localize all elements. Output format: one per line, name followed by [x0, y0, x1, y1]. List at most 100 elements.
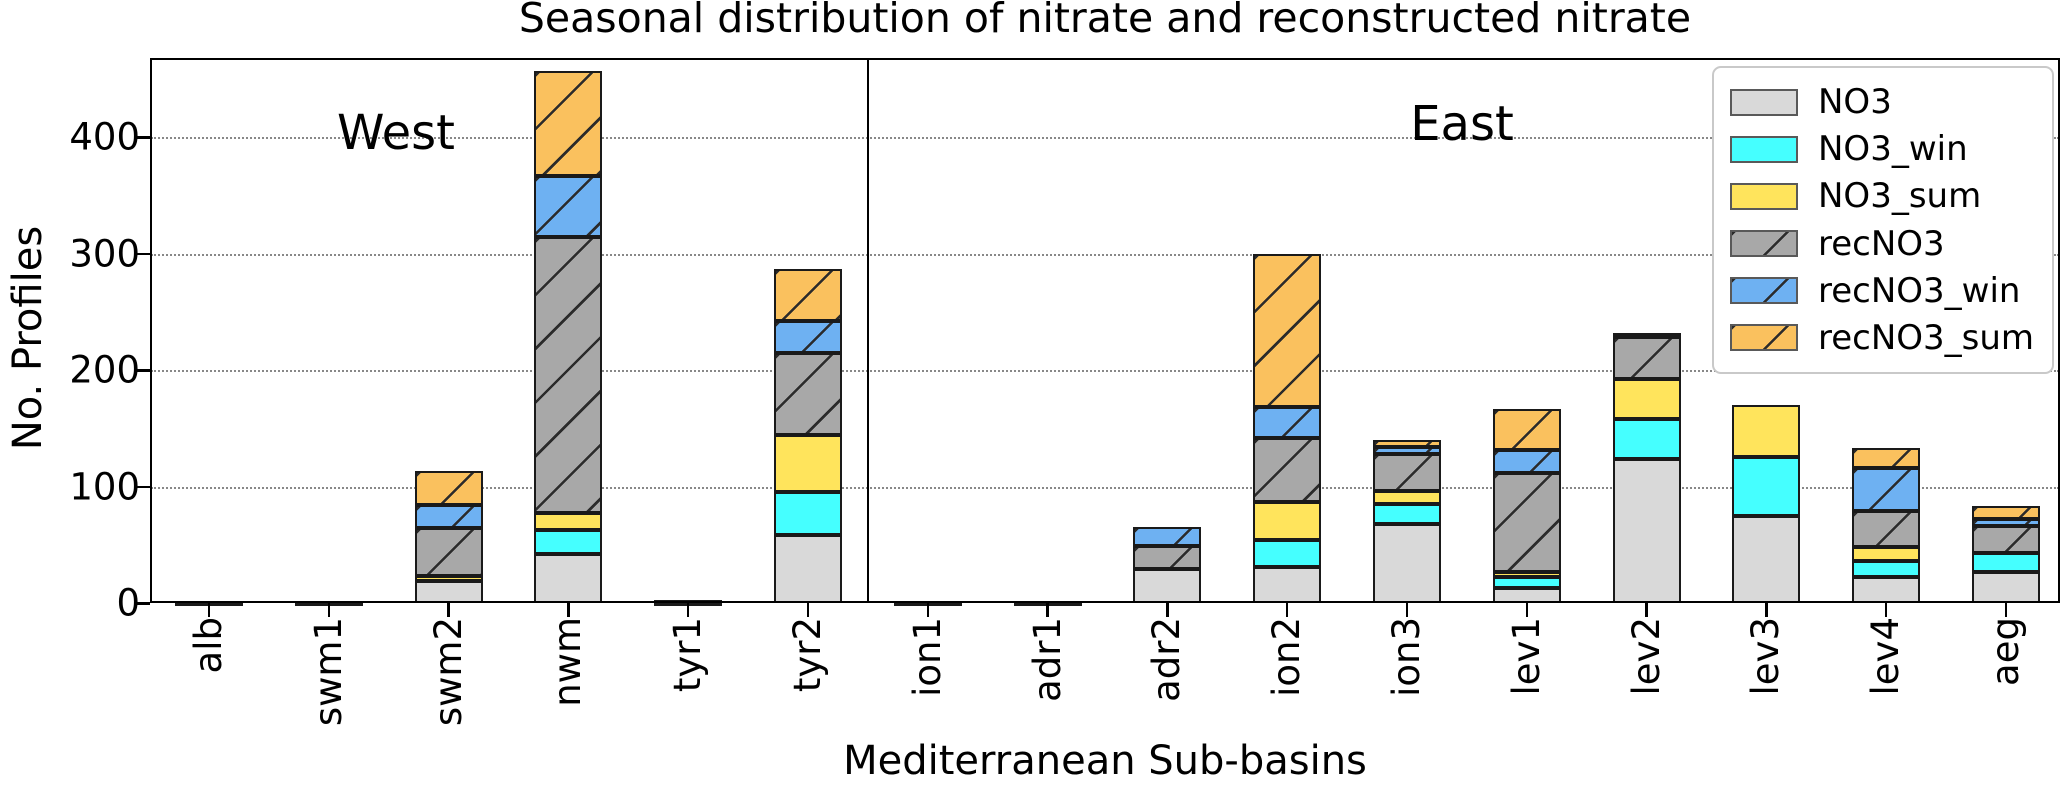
bar-segment-lev1-NO3_sum	[1492, 571, 1561, 578]
y-axis-label: No. Profiles	[5, 225, 51, 451]
x-tick-label-lev4: lev4	[1864, 617, 1908, 696]
bar-segment-ion3-NO3_sum	[1373, 491, 1441, 504]
y-tick-300	[136, 252, 150, 256]
x-tick-lev4	[1884, 603, 1888, 617]
bar-segment-nwm-NO3_win	[534, 529, 603, 555]
x-tick-label-ion3: ion3	[1385, 617, 1428, 697]
bar-segment-nwm-recNO3	[534, 237, 603, 514]
gridline-y-300	[151, 253, 2059, 256]
y-tick-label-100: 100	[69, 465, 140, 509]
x-tick-swm1	[327, 603, 331, 617]
bar-segment-aeg-recNO3_sum	[1972, 506, 2040, 520]
legend-swatch-recNO3_win	[1730, 277, 1798, 305]
x-tick-lev2	[1645, 603, 1648, 617]
bar-segment-ion3-recNO3_sum	[1373, 439, 1441, 447]
x-axis-label: Mediterranean Sub-basins	[843, 738, 1367, 784]
x-tick-ion3	[1405, 603, 1409, 617]
y-tick-400	[136, 136, 150, 139]
x-tick-label-tyr2: tyr2	[786, 617, 829, 693]
x-tick-label-alb: alb	[187, 617, 230, 674]
bar-segment-swm2-NO3_sum	[414, 576, 483, 581]
legend-item-recNO3: recNO3	[1714, 227, 2052, 261]
legend-label-recNO3_win: recNO3_win	[1818, 270, 2021, 311]
bar-segment-lev2-NO3_sum	[1612, 379, 1681, 419]
x-tick-label-aeg: aeg	[1984, 617, 2027, 686]
bar-segment-tyr2-NO3_sum	[774, 435, 842, 493]
y-tick-200	[136, 369, 150, 372]
bar-segment-lev2-NO3_win	[1612, 418, 1681, 459]
legend-swatch-NO3_win	[1730, 135, 1798, 163]
x-tick-label-lev3: lev3	[1744, 617, 1788, 696]
panel-divider-line	[866, 58, 870, 603]
x-tick-lev1	[1525, 603, 1529, 617]
x-tick-aeg	[2004, 603, 2008, 617]
bar-segment-swm2-recNO3_sum	[414, 471, 483, 506]
bar-segment-lev1-recNO3_sum	[1492, 408, 1561, 451]
y-tick-label-400: 400	[69, 115, 140, 159]
bar-segment-lev2-recNO3_win	[1612, 332, 1681, 338]
legend-swatch-recNO3	[1730, 230, 1798, 258]
legend-label-recNO3: recNO3	[1818, 223, 1945, 264]
bar-segment-tyr2-recNO3_sum	[774, 268, 842, 322]
legend-label-NO3: NO3	[1818, 82, 1892, 123]
x-tick-adr2	[1166, 603, 1169, 617]
bar-segment-nwm-recNO3_sum	[534, 70, 603, 176]
x-tick-label-swm1: swm1	[306, 617, 350, 727]
legend-label-recNO3_sum: recNO3_sum	[1818, 317, 2035, 358]
bar-segment-aeg-recNO3_win	[1972, 519, 2040, 527]
legend: NO3 NO3_win NO3_sum recNO3 recNO3_win recNO3_…	[1712, 66, 2054, 374]
x-tick-label-lev1: lev1	[1504, 617, 1548, 696]
y-tick-label-0: 0	[116, 581, 140, 625]
y-tick-100	[136, 485, 150, 489]
bar-segment-lev4-recNO3_win	[1852, 467, 1921, 511]
bar-segment-nwm-recNO3_win	[534, 175, 603, 238]
y-tick-0	[136, 602, 150, 605]
bar-segment-ion2-recNO3_sum	[1253, 253, 1322, 408]
x-tick-ion2	[1285, 603, 1289, 617]
bar-segment-lev2-NO3	[1612, 458, 1681, 603]
y-tick-label-200: 200	[69, 348, 140, 392]
gridline-y-400	[151, 137, 2059, 140]
bar-segment-tyr2-NO3_win	[774, 492, 842, 536]
x-tick-label-swm2: swm2	[426, 617, 470, 727]
chart-title: Seasonal distribution of nitrate and rec…	[518, 0, 1692, 42]
x-tick-tyr2	[806, 603, 810, 617]
bar-segment-lev4-recNO3_sum	[1852, 448, 1921, 468]
bar-segment-nwm-NO3_sum	[534, 513, 603, 530]
bar-segment-aeg-recNO3	[1972, 526, 2040, 553]
bar-segment-ion2-recNO3	[1253, 437, 1322, 502]
bar-segment-lev3-NO3_win	[1732, 457, 1801, 516]
bar-segment-lev4-recNO3	[1852, 510, 1921, 548]
legend-item-recNO3_sum: recNO3_sum	[1714, 321, 2052, 355]
legend-swatch-NO3_sum	[1730, 182, 1798, 210]
bar-segment-ion2-NO3	[1253, 566, 1322, 603]
legend-label-NO3_sum: NO3_sum	[1818, 176, 1982, 217]
legend-label-NO3_win: NO3_win	[1818, 129, 1968, 170]
bar-segment-lev3-NO3_sum	[1732, 405, 1801, 458]
x-tick-swm2	[447, 603, 450, 617]
x-tick-label-lev2: lev2	[1624, 617, 1668, 696]
bar-segment-lev1-recNO3_win	[1492, 450, 1561, 473]
region-label-west: West	[336, 105, 456, 161]
bar-segment-ion3-recNO3	[1373, 453, 1441, 492]
x-tick-label-nwm: nwm	[546, 617, 590, 707]
x-tick-label-ion1: ion1	[905, 617, 949, 697]
bar-segment-swm2-recNO3_win	[414, 505, 483, 529]
x-tick-label-ion2: ion2	[1265, 617, 1309, 697]
legend-swatch-NO3	[1730, 88, 1798, 116]
axes-frame	[150, 58, 2060, 603]
legend-swatch-recNO3_sum	[1730, 324, 1798, 352]
x-tick-nwm	[567, 603, 570, 617]
bar-segment-ion2-recNO3_win	[1253, 407, 1322, 438]
bar-segment-swm2-recNO3	[414, 528, 483, 577]
gridline-y-200	[151, 370, 2059, 373]
bar-segment-lev1-NO3_win	[1492, 577, 1561, 588]
region-label-east: East	[1410, 96, 1514, 152]
y-tick-label-300: 300	[69, 232, 140, 276]
legend-item-NO3_sum: NO3_sum	[1714, 179, 2052, 213]
bar-segment-ion3-recNO3_win	[1373, 446, 1441, 454]
bar-segment-lev2-recNO3	[1612, 337, 1681, 380]
bar-segment-lev4-NO3_sum	[1852, 547, 1921, 562]
bar-segment-lev4-NO3_win	[1852, 561, 1921, 578]
